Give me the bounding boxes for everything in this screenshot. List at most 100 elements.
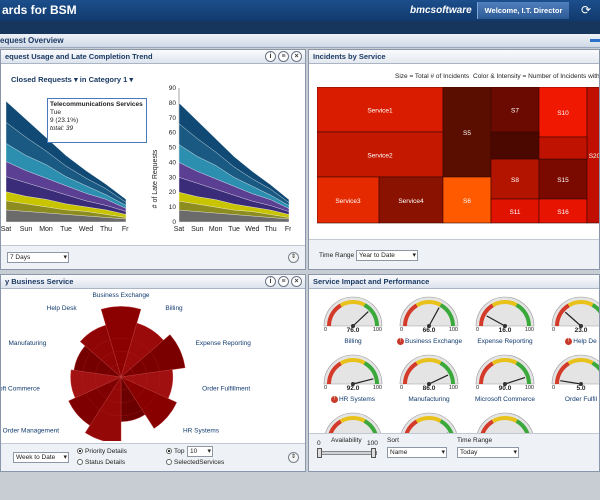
gauge-expense-reporting[interactable]: 16.0 0 100 Expense Reporting — [473, 294, 537, 354]
polar-slice[interactable] — [79, 324, 122, 378]
treemap-label: S5 — [463, 130, 471, 137]
gauge-manufacturing[interactable]: 86.0 0 100 Manufacturing — [397, 352, 461, 412]
x-tick-label: Tue — [60, 226, 72, 233]
treemap-label: Service1 — [367, 108, 393, 115]
app-title: ards for BSM — [2, 3, 77, 17]
status-radio[interactable]: Status Details — [77, 459, 125, 466]
x-tick-label: Fri — [122, 226, 129, 233]
polar-slice[interactable] — [100, 306, 142, 378]
polar-ring — [107, 363, 135, 391]
time-range-select[interactable]: Today — [457, 447, 519, 458]
gauge-value: 16.0 — [498, 327, 512, 334]
close-icon[interactable]: × — [291, 276, 302, 287]
x-tick-label: Wed — [79, 226, 93, 233]
gauge-label: ! HR Systems — [321, 396, 385, 403]
gauge-max: 100 — [524, 385, 534, 391]
treemap-cell-unlabeled[interactable] — [490, 131, 540, 160]
top-label: Top — [174, 448, 185, 455]
gauge-label-text: HR Systems — [338, 396, 376, 404]
treemap-label: S8 — [511, 177, 519, 184]
treemap-cell-service2[interactable] — [317, 131, 444, 178]
treemap: Service1 Service2 Service3 Service4 S5 S6 S7 S8… — [317, 87, 599, 224]
week-select[interactable]: Week to Date — [13, 452, 69, 463]
gauge-dial — [399, 354, 459, 386]
refresh-icon[interactable]: ⟳ — [580, 3, 592, 17]
y-tick-label: 50 — [169, 145, 177, 152]
treemap-cell-s15[interactable] — [538, 158, 588, 200]
gauge-billing[interactable]: 76.0 0 100 Billing — [321, 294, 385, 354]
close-icon[interactable]: × — [291, 51, 302, 62]
info-icon[interactable]: i — [265, 276, 276, 287]
tab-request-overview[interactable]: equest Overview — [0, 36, 64, 45]
filter-category: Category 1 — [88, 75, 128, 84]
treemap-cell-service4[interactable] — [378, 176, 444, 224]
sort-select[interactable]: Name — [387, 447, 447, 458]
list-icon[interactable]: ≡ — [278, 51, 289, 62]
time-range-select[interactable]: Year to Date — [356, 250, 418, 261]
treemap-cell-unlabeled[interactable] — [538, 136, 588, 160]
gauge-label-text: Microsoft Commerce — [475, 396, 535, 403]
x-tick-label: Mon — [39, 226, 53, 233]
size-legend: Size = Total # of Incidents — [395, 73, 470, 80]
gauge-dial — [551, 296, 599, 328]
x-tick-label: Sat — [174, 226, 185, 233]
y-tick-label: 60 — [169, 130, 177, 137]
treemap-label: Service2 — [367, 153, 393, 160]
list-icon[interactable]: ≡ — [278, 276, 289, 287]
gauge-label-text: Help De — [573, 338, 597, 346]
polar-slice[interactable] — [120, 334, 186, 378]
gauge-microsoft-commerce[interactable]: 90.0 0 100 Microsoft Commerce — [473, 352, 537, 412]
gauge-max: 100 — [448, 385, 458, 391]
incidents-panel: Incidents by Service Size = Total # of I… — [308, 49, 600, 270]
gauge-max: 100 — [372, 327, 382, 333]
business-service-panel: y Business Service i ≡ × Business Exchan… — [0, 274, 306, 472]
panel-title: Service Impact and Performance — [313, 277, 430, 286]
gauge-dial — [551, 354, 599, 386]
top-select[interactable]: 10 — [187, 446, 213, 457]
gauge-business-exchange[interactable]: 66.0 0 100! Business Exchange — [397, 294, 463, 354]
area-series-0[interactable] — [5, 209, 127, 223]
treemap-cell-s16[interactable] — [538, 198, 588, 224]
panel-header: equest Usage and Late Completion Trend i… — [1, 50, 305, 64]
info-icon[interactable]: i — [265, 51, 276, 62]
polar-slice[interactable] — [120, 376, 177, 429]
scroll-icon[interactable]: ⇕ — [288, 452, 299, 463]
gauge-label-text: Business Exchange — [405, 338, 463, 346]
gauge-min: 0 — [476, 385, 480, 391]
treemap-cell-service3[interactable] — [317, 176, 380, 224]
treemap-cell-s11[interactable] — [490, 198, 540, 224]
priority-label: Priority Details — [85, 448, 127, 455]
request-filter[interactable]: Closed Requests ▾ in Category 1 ▾ — [11, 75, 134, 84]
gauge-value: 86.0 — [422, 385, 436, 392]
gauge-dial — [323, 296, 383, 328]
gauge-max: 100 — [372, 385, 382, 391]
gauge-label: Order Fulfil — [549, 396, 599, 403]
welcome-menu[interactable]: Welcome, I.T. Director — [477, 2, 569, 19]
gauge-order-fulfil[interactable]: 5.00100Order Fulfil — [549, 352, 599, 412]
days-select[interactable]: 7 Days — [7, 252, 69, 263]
polar-label: Order Fulfillment — [202, 386, 250, 393]
selected-services-radio[interactable]: SelectedServices — [166, 459, 224, 466]
polar-slice[interactable] — [84, 376, 122, 441]
usage-chart-right: 90 80 70 60 50 40 30 20 10 0 Sat Sun Mon Tue Wed Thu Fr… — [152, 85, 291, 233]
x-tick-label: Fri — [285, 226, 291, 233]
polar-chart: Business Exchange Billing Expense Reportin… — [1, 292, 251, 441]
request-usage-panel: equest Usage and Late Completion Trend i… — [0, 49, 306, 270]
gauge-max: 100 — [448, 327, 458, 333]
gauge-hr-systems[interactable]: 92.0 0 100! HR Systems — [321, 352, 385, 412]
treemap-cell-service1[interactable] — [317, 87, 444, 133]
top-radio[interactable]: Top — [166, 448, 184, 455]
tooltip-value: 9 (23.1%) — [50, 117, 79, 124]
polar-slice[interactable] — [68, 376, 122, 426]
gauge-min: 0 — [400, 385, 404, 391]
slider-handle-max[interactable] — [371, 448, 376, 458]
scroll-icon[interactable]: ⇕ — [288, 252, 299, 263]
priority-radio[interactable]: Priority Details — [77, 448, 127, 455]
slider-handle-min[interactable] — [317, 448, 322, 458]
area-series-0[interactable] — [178, 209, 290, 223]
polar-label: Help Desk — [47, 305, 78, 312]
availability-slider[interactable] — [319, 451, 377, 455]
gauge-dial — [475, 296, 535, 328]
treemap-cell-s7[interactable] — [490, 87, 540, 133]
